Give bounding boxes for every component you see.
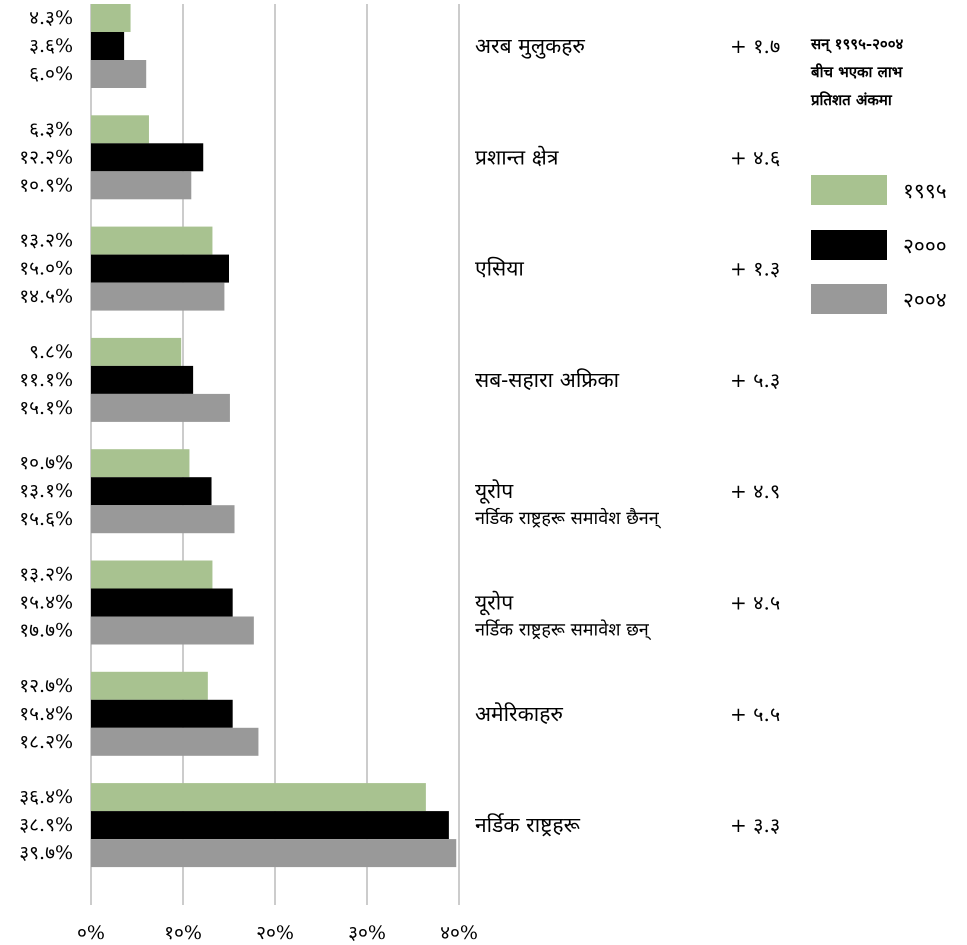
bar bbox=[91, 699, 233, 728]
legend-label: २००० bbox=[903, 234, 947, 258]
gain-label: + ४.५ bbox=[730, 591, 780, 615]
bar bbox=[91, 143, 204, 172]
bar-value-label: १८.२% bbox=[19, 731, 73, 753]
bar-value-label: १४.५% bbox=[19, 286, 73, 308]
bar-value-label: १३.१% bbox=[19, 480, 73, 502]
legend-swatch bbox=[811, 230, 887, 260]
bar-value-label: १५.१% bbox=[19, 397, 73, 419]
category-sublabel: नर्डिक राष्ट्रहरू समावेश छन् bbox=[475, 619, 652, 641]
bar-value-label: १५.०% bbox=[19, 258, 73, 280]
bar bbox=[91, 727, 259, 756]
legend-title-line: बीच भएका लाभ bbox=[811, 63, 903, 81]
legend-label: २००४ bbox=[903, 288, 947, 312]
category-label: प्रशान्त क्षेत्र bbox=[475, 145, 559, 169]
bar-value-label: १७.७% bbox=[19, 620, 73, 642]
bar-value-label: ४.३% bbox=[29, 7, 73, 29]
bar bbox=[91, 616, 254, 645]
bar-value-label: ११.१% bbox=[19, 369, 73, 391]
bar-value-label: १३.२% bbox=[19, 230, 73, 252]
gain-label: + ३.३ bbox=[730, 813, 780, 837]
bar bbox=[91, 839, 457, 868]
gain-label: + १.३ bbox=[730, 257, 780, 281]
bar bbox=[91, 505, 235, 534]
bar-value-label: ६.३% bbox=[29, 118, 73, 140]
x-tick-label: ४०% bbox=[440, 922, 478, 944]
x-tick-label: ३०% bbox=[348, 922, 386, 944]
bar bbox=[91, 783, 426, 812]
gain-label: + १.७ bbox=[730, 34, 780, 58]
bar-value-label: १५.४% bbox=[19, 703, 73, 725]
bar-value-label: ३६.४% bbox=[19, 786, 73, 808]
bar bbox=[91, 4, 131, 32]
bar bbox=[91, 811, 449, 840]
bar bbox=[91, 337, 182, 366]
category-label: एसिया bbox=[475, 257, 524, 281]
legend-title: सन् १९९५-२००४ बीच भएका लाभ प्रतिशत अंकमा bbox=[811, 30, 961, 114]
bar bbox=[91, 477, 212, 506]
gain-label: + ४.९ bbox=[730, 479, 780, 503]
bar-value-label: ३९.७% bbox=[19, 842, 73, 864]
category-label: नर्डिक राष्ट्रहरू bbox=[475, 813, 581, 837]
bar-value-label: ३.६% bbox=[29, 35, 73, 57]
legend-title-line: सन् १९९५-२००४ bbox=[811, 35, 904, 53]
bar-value-label: १५.४% bbox=[19, 592, 73, 614]
legend-label: १९९५ bbox=[903, 179, 947, 203]
category-label: अरब मुलुकहरु bbox=[475, 34, 585, 59]
legend-title-line: प्रतिशत अंकमा bbox=[811, 91, 892, 109]
bar bbox=[91, 32, 125, 60]
bar-value-label: १२.२% bbox=[19, 146, 73, 168]
bar bbox=[91, 60, 147, 88]
category-label: अमेरिकाहरु bbox=[475, 702, 563, 726]
legend-swatch bbox=[811, 284, 887, 314]
category-sublabel: नर्डिक राष्ट्रहरू समावेश छैनन् bbox=[475, 507, 662, 529]
legend-swatch bbox=[811, 175, 887, 205]
x-tick-label: ०% bbox=[77, 922, 105, 944]
category-label: यूरोप bbox=[475, 479, 514, 504]
bar-value-label: १०.९% bbox=[19, 174, 73, 196]
bar-value-label: ९.८% bbox=[29, 341, 73, 363]
bar-value-label: ३८.९% bbox=[19, 814, 73, 836]
gain-label: + ५.३ bbox=[730, 368, 780, 392]
bar bbox=[91, 449, 190, 478]
bar bbox=[91, 393, 230, 422]
bar bbox=[91, 282, 225, 311]
bar bbox=[91, 115, 149, 144]
x-tick-label: २०% bbox=[256, 922, 294, 944]
gain-label: + ४.६ bbox=[730, 145, 780, 169]
bar bbox=[91, 588, 233, 617]
x-tick-label: १०% bbox=[164, 922, 202, 944]
bar bbox=[91, 560, 213, 589]
bar-value-label: १०.७% bbox=[19, 452, 73, 474]
bar-value-label: ६.०% bbox=[29, 63, 73, 85]
gain-label: + ५.५ bbox=[730, 702, 780, 726]
bar bbox=[91, 226, 213, 255]
bar bbox=[91, 171, 192, 200]
bar-value-label: १२.७% bbox=[19, 675, 73, 697]
bar-value-label: १३.२% bbox=[19, 564, 73, 586]
bar bbox=[91, 365, 194, 394]
bar bbox=[91, 671, 208, 700]
category-label: सब-सहारा अफ्रिका bbox=[475, 368, 620, 392]
bar-value-label: १५.६% bbox=[19, 508, 73, 530]
bar bbox=[91, 254, 229, 283]
category-label: यूरोप bbox=[475, 591, 514, 616]
